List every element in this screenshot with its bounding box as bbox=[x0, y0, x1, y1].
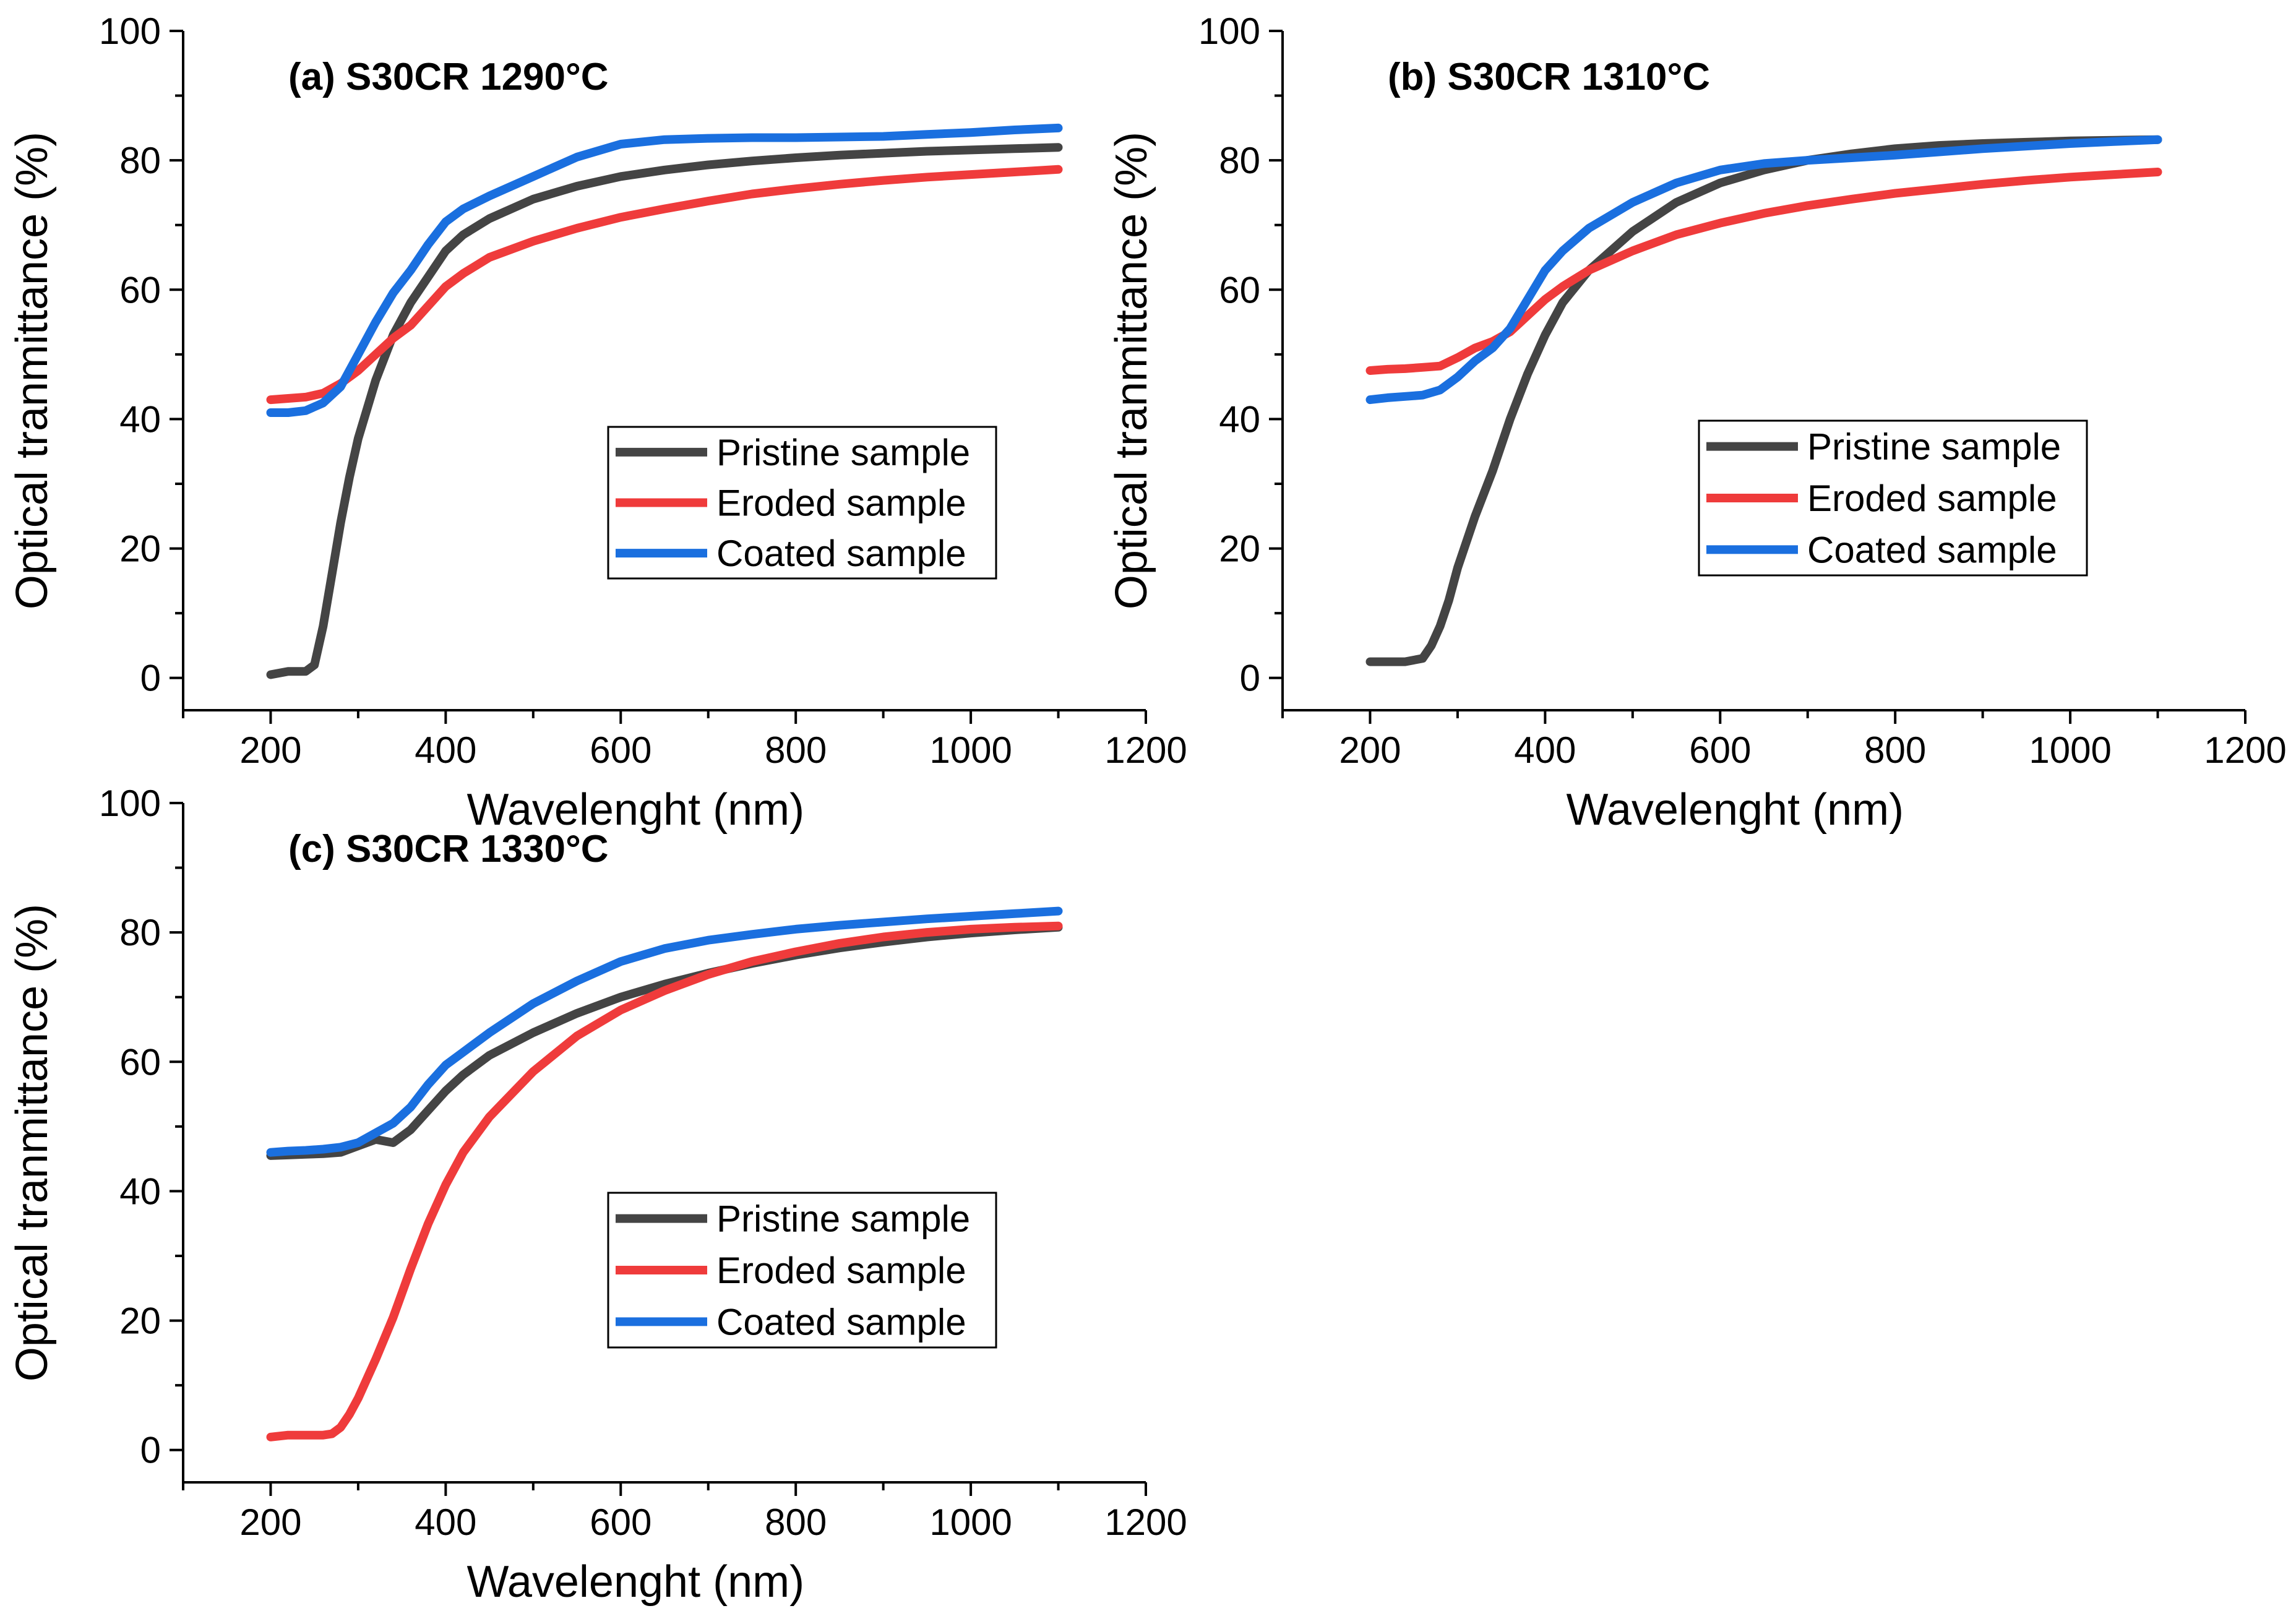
x-tick-label: 200 bbox=[239, 729, 301, 771]
series-line-eroded bbox=[1365, 168, 2162, 375]
y-tick-label: 60 bbox=[119, 269, 161, 311]
legend-label: Pristine sample bbox=[1807, 426, 2061, 468]
series-line-coated bbox=[266, 123, 1063, 417]
y-tick-label: 0 bbox=[1240, 658, 1260, 699]
chart-panel-2: 200 400 600 800 1000 1200 0 20 40 60 80 100 Waveleng… bbox=[1107, 11, 2287, 835]
y-tick-label: 80 bbox=[1219, 140, 1260, 181]
legend-label: Coated sample bbox=[1807, 529, 2057, 570]
y-tick-label: 60 bbox=[119, 1041, 161, 1083]
y-axis-label: Optical tranmittance (%) bbox=[7, 904, 57, 1381]
x-tick-label: 400 bbox=[415, 1502, 476, 1543]
legend: Pristine sample Eroded sample Coated sampl… bbox=[607, 1192, 997, 1349]
y-tick-label: 80 bbox=[119, 912, 161, 953]
x-tick-label: 400 bbox=[1514, 729, 1576, 771]
legend-label: Eroded sample bbox=[1807, 478, 2057, 519]
chart-panel-1: 200 400 600 800 1000 1200 0 20 40 60 80 100 Waveleng… bbox=[7, 11, 1187, 835]
x-tick-label: 1200 bbox=[1104, 729, 1187, 771]
series-line-pristine bbox=[266, 143, 1063, 679]
legend: Pristine sample Eroded sample Coated sampl… bbox=[607, 426, 997, 580]
x-tick-label: 600 bbox=[590, 1502, 651, 1543]
x-tick-label: 1200 bbox=[2204, 729, 2286, 771]
y-tick-label: 40 bbox=[1219, 398, 1260, 440]
x-tick-label: 800 bbox=[1864, 729, 1926, 771]
x-tick-label: 1000 bbox=[2029, 729, 2111, 771]
series-line-coated bbox=[1365, 135, 2162, 405]
x-axis-label: Wavelenght (nm) bbox=[467, 1557, 805, 1607]
legend-label: Eroded sample bbox=[716, 483, 966, 524]
x-tick-label: 800 bbox=[765, 729, 827, 771]
series-line-eroded bbox=[266, 165, 1063, 405]
legend-label: Pristine sample bbox=[716, 432, 970, 473]
x-tick-label: 600 bbox=[590, 729, 651, 771]
y-tick-label: 60 bbox=[1219, 269, 1260, 311]
panel-title: (a) S30CR 1290°C bbox=[288, 56, 609, 98]
y-axis-label: Optical tranmittance (%) bbox=[1107, 132, 1156, 609]
y-tick-label: 100 bbox=[99, 11, 161, 52]
panel-title: (b) S30CR 1310°C bbox=[1388, 56, 1710, 98]
x-tick-label: 800 bbox=[765, 1502, 827, 1543]
y-tick-label: 20 bbox=[1219, 528, 1260, 570]
x-tick-label: 200 bbox=[239, 1502, 301, 1543]
y-tick-label: 100 bbox=[1198, 11, 1260, 52]
panel-title: (c) S30CR 1330°C bbox=[288, 828, 609, 870]
series-line-eroded bbox=[266, 921, 1063, 1441]
x-axis-label: Wavelenght (nm) bbox=[467, 785, 805, 835]
series-line-coated bbox=[266, 906, 1063, 1157]
series-line-pristine bbox=[1365, 135, 2162, 666]
x-tick-label: 1200 bbox=[1104, 1502, 1187, 1543]
x-tick-label: 600 bbox=[1689, 729, 1751, 771]
y-tick-label: 20 bbox=[119, 528, 161, 570]
x-tick-label: 400 bbox=[415, 729, 476, 771]
x-axis-label: Wavelenght (nm) bbox=[1567, 785, 1904, 835]
x-tick-label: 200 bbox=[1339, 729, 1401, 771]
chart-panel-3: 200 400 600 800 1000 1200 0 20 40 60 80 100 Waveleng… bbox=[7, 783, 1187, 1607]
legend-label: Coated sample bbox=[716, 1301, 966, 1343]
y-tick-label: 100 bbox=[99, 783, 161, 824]
legend-label: Coated sample bbox=[716, 533, 966, 574]
y-tick-label: 80 bbox=[119, 140, 161, 181]
y-tick-label: 0 bbox=[140, 658, 161, 699]
legend-label: Pristine sample bbox=[716, 1198, 970, 1240]
legend: Pristine sample Eroded sample Coated sampl… bbox=[1698, 419, 2088, 577]
x-tick-label: 1000 bbox=[929, 1502, 1012, 1543]
series-line-pristine bbox=[266, 922, 1063, 1160]
y-tick-label: 40 bbox=[119, 398, 161, 440]
legend-label: Eroded sample bbox=[716, 1250, 966, 1291]
y-tick-label: 0 bbox=[140, 1430, 161, 1471]
y-axis-label: Optical tranmittance (%) bbox=[7, 132, 57, 609]
y-tick-label: 40 bbox=[119, 1171, 161, 1212]
x-tick-label: 1000 bbox=[929, 729, 1012, 771]
y-tick-label: 20 bbox=[119, 1300, 161, 1342]
